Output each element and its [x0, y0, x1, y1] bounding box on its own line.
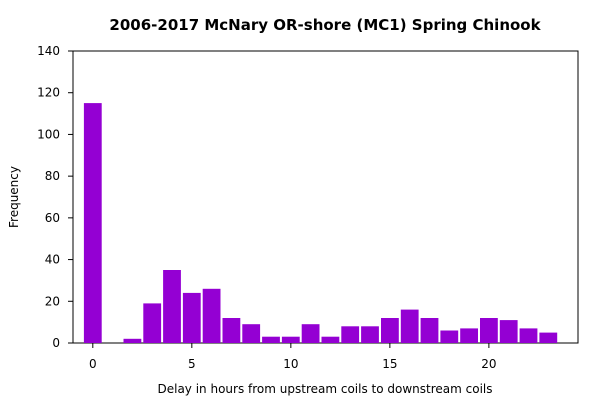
bar-8 — [242, 324, 261, 343]
bar-20 — [480, 318, 498, 343]
bar-11 — [301, 324, 320, 343]
bar-23 — [539, 332, 558, 343]
y-tick-label-40: 40 — [45, 253, 60, 267]
y-tick-label-60: 60 — [45, 211, 60, 225]
bar-22 — [519, 328, 538, 343]
y-tick-label-100: 100 — [37, 127, 60, 141]
y-tick-label-0: 0 — [52, 336, 60, 350]
bar-5 — [182, 292, 201, 343]
bar-18 — [440, 330, 459, 343]
y-axis-label: Frequency — [7, 166, 21, 228]
bar-16 — [400, 309, 419, 343]
bar-15 — [381, 318, 399, 343]
x-tick-label-10: 10 — [283, 357, 298, 371]
bar-14 — [361, 326, 379, 343]
bar-13 — [341, 326, 360, 343]
chart-title: 2006-2017 McNary OR-shore (MC1) Spring C… — [109, 16, 541, 34]
bar-0 — [83, 103, 102, 343]
bar-6 — [202, 288, 221, 343]
bar-21 — [499, 320, 518, 343]
x-tick-label-15: 15 — [382, 357, 397, 371]
bar-3 — [143, 303, 162, 343]
bar-10 — [281, 336, 300, 343]
y-axis: 0 20 40 60 80 100 120 140 — [37, 44, 73, 350]
x-tick-label-20: 20 — [481, 357, 496, 371]
x-tick-label-0: 0 — [89, 357, 97, 371]
bar-4 — [163, 270, 181, 343]
y-tick-label-80: 80 — [45, 169, 60, 183]
bar-17 — [420, 318, 439, 343]
bars-group — [83, 103, 558, 343]
x-tick-label-5: 5 — [188, 357, 196, 371]
bar-19 — [460, 328, 478, 343]
bar-2 — [123, 338, 142, 343]
y-tick-label-120: 120 — [37, 86, 60, 100]
plot-frame — [72, 50, 579, 344]
x-axis-label: Delay in hours from upstream coils to do… — [157, 382, 492, 396]
bar-12 — [321, 336, 340, 343]
x-axis: 0 5 10 15 20 — [89, 343, 497, 371]
bar-7 — [222, 318, 241, 343]
bar-9 — [262, 336, 280, 343]
y-tick-label-20: 20 — [45, 294, 60, 308]
y-tick-label-140: 140 — [37, 44, 60, 58]
